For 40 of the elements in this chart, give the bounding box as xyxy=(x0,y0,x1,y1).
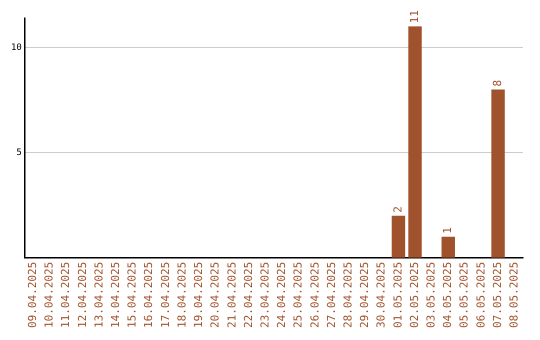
x-tick-label: 13.04.2025 xyxy=(92,262,106,328)
x-tick-label: 08.05.2025 xyxy=(508,262,521,328)
x-tick-label: 24.04.2025 xyxy=(275,262,288,328)
x-tick-label: 21.04.2025 xyxy=(225,262,238,328)
x-tick-label: 26.04.2025 xyxy=(308,262,322,328)
x-tick-label: 20.04.2025 xyxy=(208,262,222,328)
x-tick-label: 01.05.2025 xyxy=(391,262,404,328)
data-label: 2 xyxy=(391,206,404,213)
x-tick-label: 22.04.2025 xyxy=(242,262,255,328)
data-label: 8 xyxy=(490,80,504,87)
bar xyxy=(408,26,422,258)
bar xyxy=(442,236,455,258)
x-tick-label: 15.04.2025 xyxy=(126,262,139,328)
y-tick-label: 5 xyxy=(16,148,22,158)
bar xyxy=(392,216,406,258)
x-tick-label: 29.04.2025 xyxy=(358,262,372,328)
x-tick-label: 28.04.2025 xyxy=(341,262,354,328)
x-tick-label: 30.04.2025 xyxy=(374,262,388,328)
bar xyxy=(491,90,505,258)
x-tick-label: 04.05.2025 xyxy=(441,262,454,328)
x-tick-label: 06.05.2025 xyxy=(474,262,488,328)
x-tick-label: 25.04.2025 xyxy=(292,262,305,328)
x-tick-label: 03.05.2025 xyxy=(424,262,438,328)
x-tick-label: 07.05.2025 xyxy=(490,262,504,328)
x-tick-label: 17.04.2025 xyxy=(158,262,172,328)
x-tick-label: 09.04.2025 xyxy=(26,262,39,328)
y-tick-label: 10 xyxy=(10,42,22,53)
x-tick-label: 14.04.2025 xyxy=(109,262,122,328)
x-tick-label: 18.04.2025 xyxy=(175,262,188,328)
x-tick-label: 19.04.2025 xyxy=(192,262,206,328)
x-tick-label: 05.05.2025 xyxy=(458,262,471,328)
data-label: 11 xyxy=(408,10,421,24)
x-tick-label: 23.04.2025 xyxy=(258,262,272,328)
x-tick-label: 11.04.2025 xyxy=(59,262,72,328)
x-tick-label: 27.04.2025 xyxy=(324,262,338,328)
x-tick-label: 12.04.2025 xyxy=(76,262,89,328)
x-tick-label: 02.05.2025 xyxy=(408,262,421,328)
x-tick-label: 10.04.2025 xyxy=(42,262,56,328)
x-tick-label: 16.04.2025 xyxy=(142,262,156,328)
data-label: 1 xyxy=(441,227,454,234)
